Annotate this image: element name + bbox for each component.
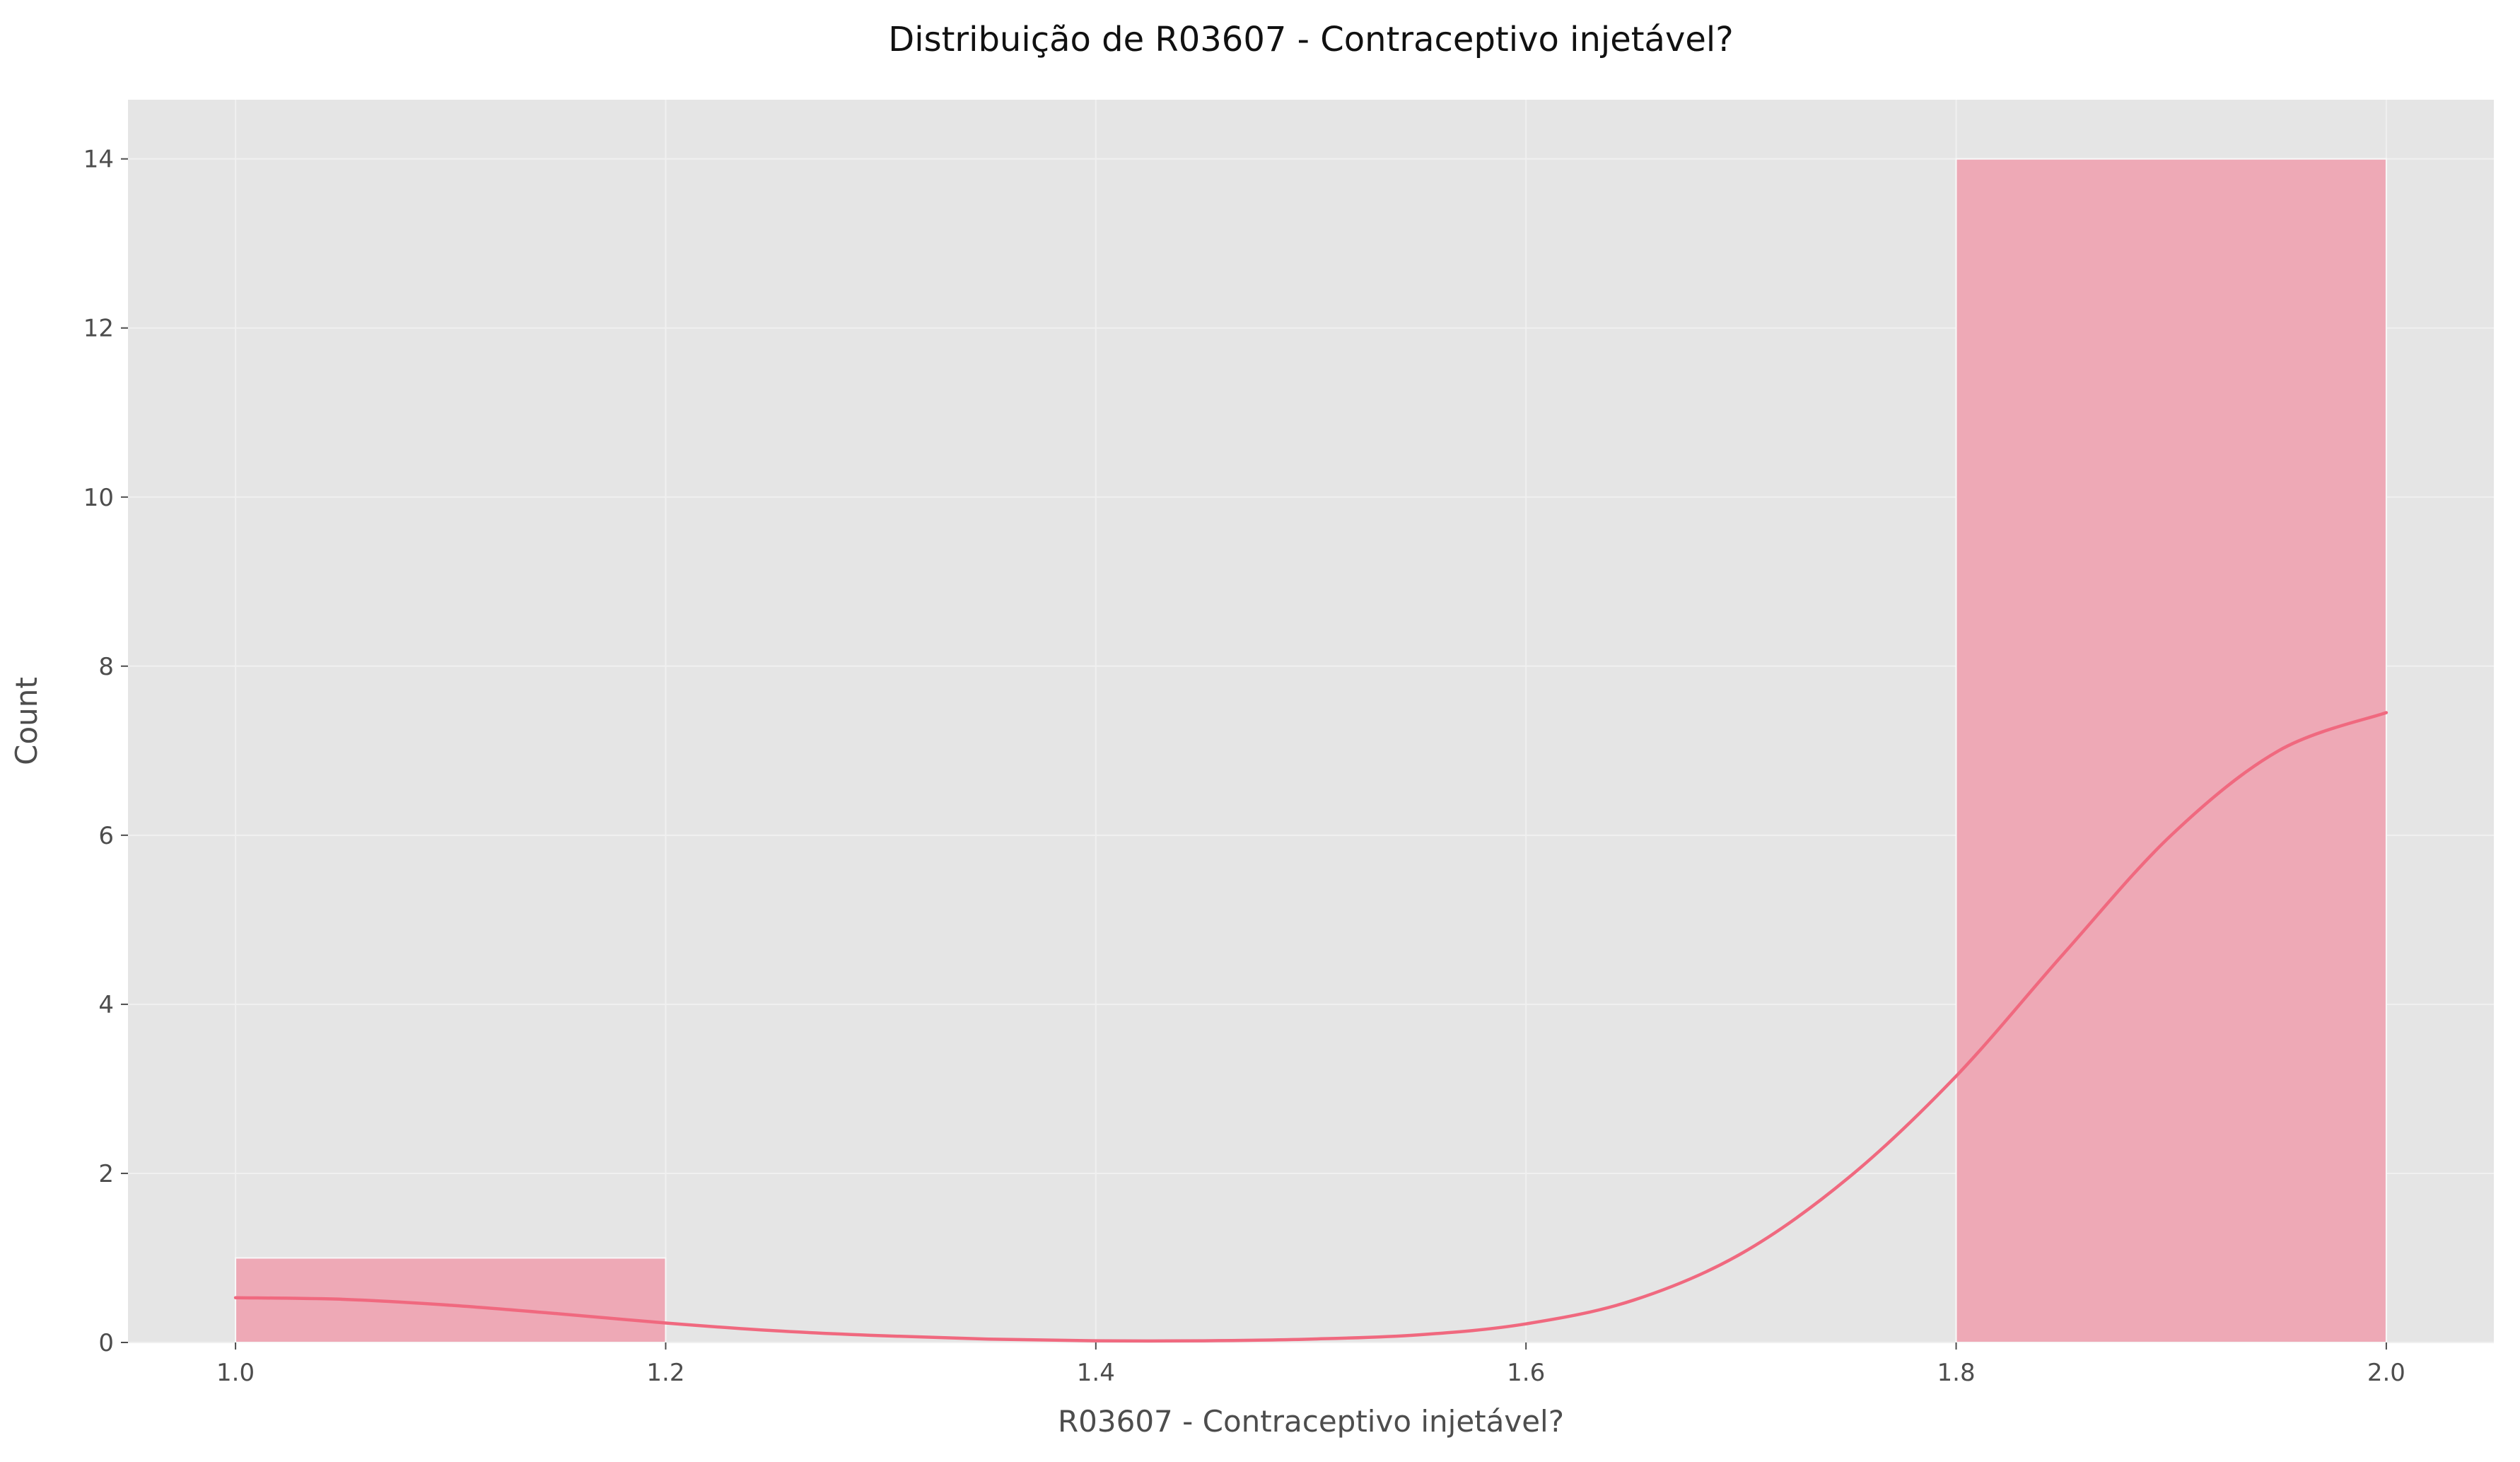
x-axis-label: R03607 - Contraceptivo injetável?	[1058, 1404, 1564, 1439]
y-tick-label: 4	[98, 991, 114, 1019]
x-tick-label: 1.8	[1937, 1359, 1976, 1387]
chart-title: Distribuição de R03607 - Contraceptivo i…	[888, 20, 1733, 59]
x-tick-label: 1.4	[1077, 1359, 1115, 1387]
y-tick-label: 6	[98, 822, 114, 850]
y-tick-label: 2	[98, 1160, 114, 1188]
x-tick-label: 1.6	[1507, 1359, 1545, 1387]
y-tick-label: 14	[83, 146, 114, 174]
kde-curve	[233, 711, 2388, 1343]
x-tick-label: 1.0	[216, 1359, 255, 1387]
histogram-bar	[1955, 158, 2387, 1344]
axis-ticks: 1.0 1.2 1.4 1.6 1.8 2.0 0 2 4 6 8 10 12 14	[83, 146, 2405, 1387]
x-tick-label: 1.2	[646, 1359, 684, 1387]
y-tick-label: 0	[98, 1329, 114, 1357]
histogram-bar	[235, 1257, 667, 1344]
y-tick-label: 10	[83, 484, 114, 512]
histogram-bars	[235, 158, 2387, 1344]
x-tick-label: 2.0	[2367, 1359, 2405, 1387]
y-tick-label: 8	[98, 653, 114, 681]
y-tick-label: 12	[83, 315, 114, 343]
y-axis-label: Count	[9, 677, 44, 765]
